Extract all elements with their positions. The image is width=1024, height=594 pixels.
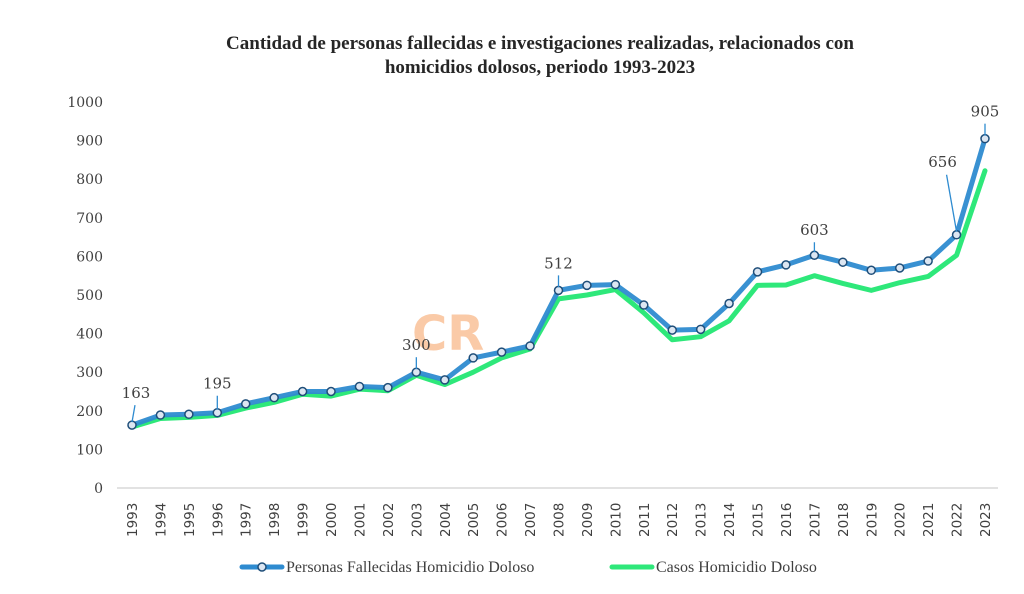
x-tick-label: 2003: [409, 503, 425, 537]
x-tick-label: 2002: [381, 503, 397, 537]
x-tick-label: 1997: [239, 503, 255, 537]
data-point: [184, 409, 194, 420]
data-point: [923, 256, 933, 266]
x-tick-label: 1995: [182, 503, 198, 537]
x-tick-label: 2007: [523, 503, 539, 537]
data-point: [240, 399, 251, 409]
y-tick-label: 400: [76, 327, 103, 343]
data-point: [980, 133, 990, 144]
x-tick-label: 2011: [637, 503, 653, 537]
x-tick-label: 2021: [921, 503, 937, 537]
x-tick-label: 1999: [296, 503, 312, 537]
data-point: [866, 265, 877, 276]
x-tick-label: 2000: [324, 503, 340, 537]
data-point: [582, 280, 592, 291]
legend: Personas Fallecidas Homicidio Doloso Cas…: [239, 559, 817, 576]
data-label: 512: [544, 254, 573, 272]
data-point: [468, 353, 478, 363]
data-point: [269, 392, 279, 403]
legend-item-casos[interactable]: Casos Homicidio Doloso: [609, 559, 817, 576]
data-label: 300: [402, 336, 431, 354]
chart-title-line-1: Cantidad de personas fallecidas e invest…: [226, 33, 854, 54]
data-point: [411, 367, 422, 377]
data-point: [639, 300, 649, 310]
data-label-leader: [945, 174, 958, 232]
data-label: 905: [971, 103, 1000, 121]
x-tick-label: 2023: [978, 503, 994, 537]
x-tick-label: 2010: [608, 503, 624, 537]
legend-item-personas-fallecidas[interactable]: Personas Fallecidas Homicidio Doloso: [239, 559, 534, 576]
data-label-leader: [131, 404, 136, 423]
data-point: [838, 257, 848, 267]
data-label: 603: [800, 221, 829, 239]
data-point: [326, 386, 336, 397]
legend-label-casos: Casos Homicidio Doloso: [656, 559, 817, 576]
x-tick-label: 2012: [665, 503, 681, 537]
x-tick-label: 2005: [466, 503, 482, 537]
data-point: [695, 324, 706, 335]
y-tick-label: 300: [76, 365, 103, 381]
data-point: [297, 386, 308, 397]
chart-title: Cantidad de personas fallecidas e invest…: [226, 33, 854, 78]
legend-swatch-personas-marker: [257, 562, 267, 572]
y-tick-label: 1000: [67, 95, 103, 111]
x-tick-label: 1994: [153, 503, 169, 537]
legend-label-personas: Personas Fallecidas Homicidio Doloso: [286, 559, 534, 576]
data-labels: 163 195 300 512 603 656 905: [122, 103, 1000, 423]
x-tick-label: 2020: [893, 503, 909, 537]
y-tick-label: 900: [76, 134, 103, 150]
data-point: [610, 279, 621, 290]
data-point: [155, 410, 166, 420]
watermark: CR: [412, 306, 484, 362]
x-tick-label: 2022: [950, 503, 966, 537]
x-tick-label: 2001: [352, 503, 368, 537]
x-tick-label: 2014: [722, 503, 738, 537]
x-tick-label: 1998: [267, 503, 283, 537]
y-tick-label: 0: [94, 481, 103, 497]
x-tick-label: 1993: [125, 503, 141, 537]
data-point: [553, 285, 564, 296]
x-tick-label: 2018: [836, 503, 852, 537]
data-point: [127, 420, 137, 430]
data-point: [354, 381, 365, 392]
data-point: [496, 347, 507, 357]
y-tick-label: 200: [76, 404, 103, 420]
y-tick-label: 800: [76, 172, 103, 188]
data-point: [809, 250, 820, 260]
data-label: 195: [203, 375, 232, 393]
data-label: 163: [122, 384, 151, 402]
data-point: [724, 298, 734, 309]
y-axis: 0 100 200 300 400 500 600 700 800 900 1000: [67, 95, 103, 497]
data-label: 656: [928, 153, 957, 171]
x-tick-label: 2006: [495, 503, 511, 537]
series-line-casos: [129, 168, 988, 430]
x-tick-label: 2015: [751, 503, 767, 537]
y-tick-label: 100: [76, 442, 103, 458]
data-point: [894, 263, 905, 273]
data-point: [667, 325, 677, 335]
x-axis: 1993 1994 1995 1996 1997 1998 1999 2000 2001 2002…: [125, 503, 994, 537]
x-tick-label: 2013: [694, 503, 710, 537]
x-tick-label: 2019: [864, 503, 880, 537]
data-point: [951, 230, 962, 240]
x-tick-label: 2016: [779, 503, 795, 537]
y-tick-label: 500: [76, 288, 103, 304]
x-tick-label: 1996: [210, 503, 226, 537]
x-tick-label: 2017: [807, 503, 823, 537]
data-point: [212, 407, 223, 418]
x-tick-label: 2004: [438, 503, 454, 537]
data-point: [781, 260, 791, 270]
x-tick-label: 2009: [580, 503, 596, 537]
data-point: [383, 382, 393, 393]
data-point: [752, 267, 763, 277]
series-layer: [127, 133, 990, 430]
y-tick-label: 600: [76, 249, 103, 265]
data-point: [440, 375, 450, 385]
chart-title-line-2: homicidios dolosos, periodo 1993-2023: [385, 57, 695, 78]
y-tick-label: 700: [76, 211, 103, 227]
x-tick-label: 2008: [552, 503, 568, 537]
data-point: [525, 341, 535, 351]
